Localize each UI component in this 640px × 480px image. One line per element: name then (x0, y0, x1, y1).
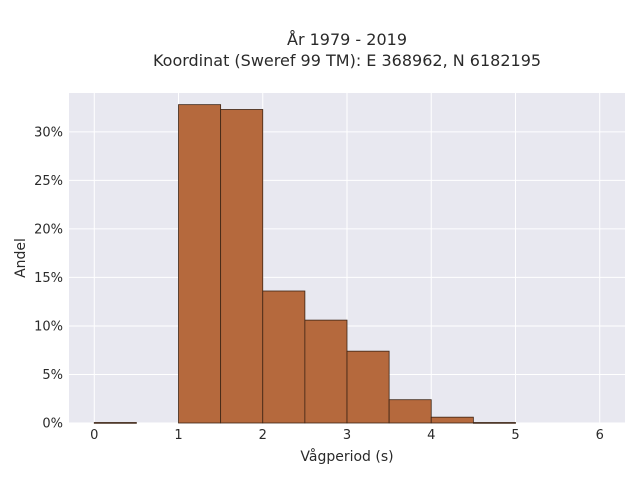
x-tick-labels: 0 1 2 3 4 5 6 (90, 428, 604, 443)
x-tick-label: 1 (174, 428, 182, 443)
bars (93, 104, 516, 424)
x-tick-label: 3 (343, 428, 351, 443)
histogram-bar (262, 290, 306, 424)
histogram-bar (178, 104, 222, 424)
histogram-bar (346, 350, 390, 424)
y-tick-labels: 0% 5% 10% 15% 20% 25% 30% (34, 125, 63, 431)
y-axis-label: Andel (13, 238, 29, 278)
x-tick-label: 6 (596, 428, 604, 443)
y-tick-label: 10% (34, 319, 63, 334)
x-axis-label: Vågperiod (s) (300, 448, 393, 465)
histogram-bar (220, 109, 264, 424)
histogram-bar (304, 319, 348, 424)
x-tick-label: 2 (259, 428, 267, 443)
x-tick-label: 4 (427, 428, 435, 443)
chart-title-line-1: År 1979 - 2019 (287, 30, 407, 49)
histogram-bar (388, 399, 432, 424)
chart-title-line-2: Koordinat (Sweref 99 TM): E 368962, N 61… (153, 51, 541, 70)
y-tick-label: 20% (34, 222, 63, 237)
y-tick-label: 0% (42, 417, 63, 432)
y-tick-label: 30% (34, 125, 63, 140)
histogram-bar (430, 416, 474, 424)
x-tick-label: 5 (511, 428, 519, 443)
histogram-bar (472, 422, 516, 424)
y-tick-label: 15% (34, 271, 63, 286)
histogram-bar (93, 422, 137, 424)
y-tick-label: 25% (34, 174, 63, 189)
x-tick-label: 0 (90, 428, 98, 443)
y-tick-label: 5% (42, 368, 63, 383)
